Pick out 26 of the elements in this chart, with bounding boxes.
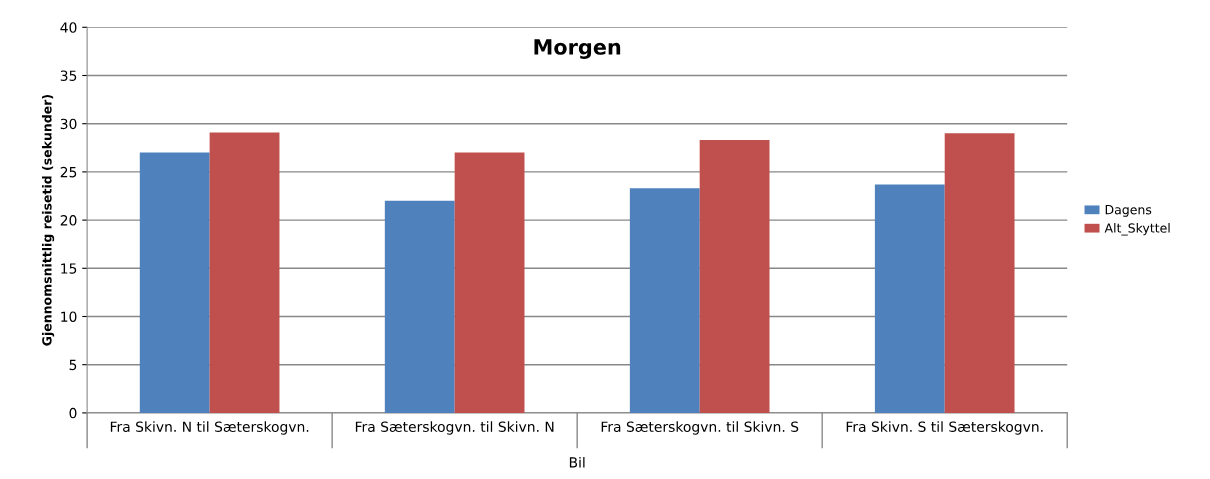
y-tick-label: 10 — [61, 311, 77, 322]
text: Morgen — [534, 39, 621, 60]
bar — [944, 133, 1015, 413]
bar — [874, 184, 945, 413]
x-tick-label: Fra Sæterskogvn. til Skivn. N — [355, 421, 554, 435]
x-tick-label: Fra Sæterskogvn. til Skivn. S — [601, 421, 799, 435]
legend-label: Alt_Skyttel — [1104, 223, 1170, 236]
x-axis-title: Bil — [569, 456, 585, 468]
bar — [629, 188, 700, 413]
bar — [454, 152, 525, 413]
x-tick-label: Fra Skivn. S til Sæterskogvn. — [846, 421, 1043, 435]
legend-label: Dagens — [1105, 205, 1152, 217]
y-tick-label: 30 — [60, 118, 77, 130]
x-tick-label: Fra Skivn. N til Sæterskogvn. — [110, 421, 309, 435]
y-tick-label: 35 — [60, 70, 77, 81]
y-tick-label: 15 — [61, 263, 77, 274]
y-tick-label: 40 — [60, 22, 77, 33]
y-tick-label: 0 — [69, 407, 77, 419]
bar — [384, 200, 455, 413]
y-tick-label: 20 — [60, 215, 77, 226]
y-tick-label: 25 — [60, 166, 77, 178]
bar — [699, 140, 770, 413]
bar — [209, 132, 280, 413]
bar — [139, 152, 210, 413]
y-axis-title: Gjennomsnittlig reisetid (sekunder) — [41, 95, 55, 346]
y-tick-label: 5 — [69, 359, 77, 371]
